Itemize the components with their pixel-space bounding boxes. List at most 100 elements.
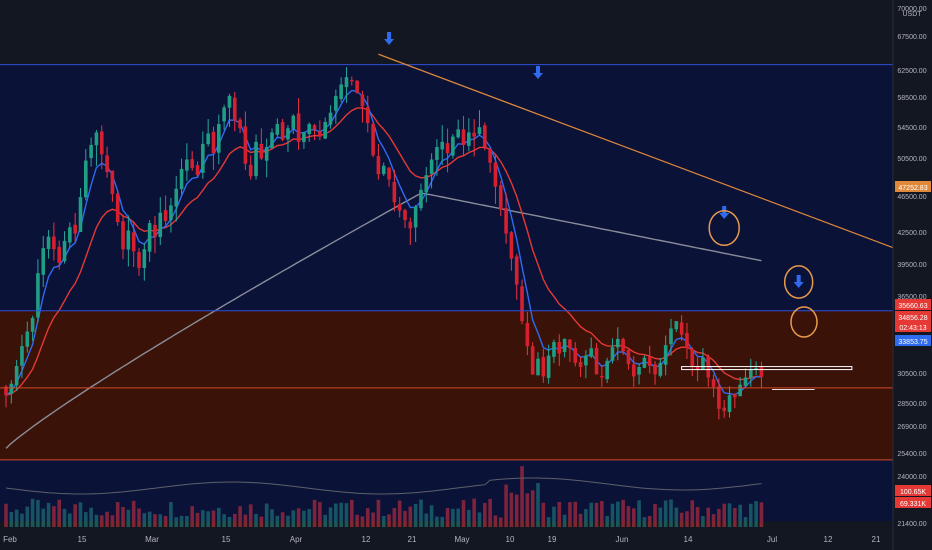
volume-bar — [498, 517, 503, 527]
candle — [451, 136, 455, 156]
candle — [4, 386, 8, 396]
candle — [30, 318, 35, 332]
volume-bar — [211, 510, 216, 527]
candle — [291, 115, 296, 129]
candle — [318, 131, 322, 137]
candle — [514, 256, 519, 285]
candle — [89, 144, 93, 159]
candle — [302, 132, 306, 142]
volume-bar — [541, 502, 546, 527]
volume-bar — [600, 501, 604, 527]
price-tag — [895, 497, 931, 508]
volume-bar — [387, 514, 391, 527]
price-axis-panel — [893, 0, 932, 550]
volume-bar — [504, 484, 508, 527]
volume-bar — [578, 513, 583, 527]
candle — [131, 232, 136, 252]
candle — [754, 368, 758, 370]
candle — [642, 357, 647, 368]
volume-bar — [350, 499, 354, 527]
candle — [541, 357, 546, 377]
candle — [238, 119, 242, 129]
candle — [589, 348, 593, 357]
volume-bar — [589, 502, 593, 527]
candle — [110, 170, 115, 194]
down-arrow-icon — [387, 32, 392, 39]
candle — [344, 77, 349, 88]
candle — [371, 124, 375, 156]
time-tick-label: 10 — [506, 535, 515, 544]
volume-bar — [456, 508, 460, 527]
indicator-lines — [5, 89, 762, 495]
candle — [392, 181, 397, 203]
candles[interactable] — [4, 67, 764, 420]
candle — [685, 332, 689, 349]
price-tick-label: 39500.00 — [897, 262, 926, 269]
volume-bar — [99, 515, 104, 527]
volume-bar — [115, 502, 120, 527]
candle — [631, 364, 636, 377]
price-tag — [895, 485, 931, 496]
volume-bar — [594, 502, 599, 527]
candle — [701, 357, 705, 370]
volume-bar — [30, 498, 35, 527]
candle — [669, 328, 673, 345]
candle — [296, 113, 301, 142]
candle — [483, 125, 487, 148]
price-tick-label: 54500.00 — [897, 125, 926, 132]
price-tag-label: 69.331K — [900, 501, 926, 508]
price-tick-label: 21400.00 — [897, 521, 926, 528]
candle — [578, 362, 583, 368]
candle — [387, 167, 391, 180]
price-tick-label: 42500.00 — [897, 230, 926, 237]
volume-bar — [94, 514, 99, 527]
volume-bar — [291, 510, 296, 527]
candle — [126, 230, 131, 250]
candle — [115, 193, 120, 223]
volume-bar — [126, 509, 131, 527]
candle — [68, 227, 72, 243]
volume-bar — [642, 517, 647, 527]
candle — [9, 383, 14, 394]
candle — [626, 349, 631, 364]
price-tags: 47252.83 35660.63 34856.28 02:43:13 33853.75… — [895, 181, 931, 508]
candle — [653, 364, 657, 375]
candle — [749, 369, 753, 378]
volume-bar — [631, 508, 636, 527]
volume-bar — [371, 512, 375, 527]
volume-bar — [435, 516, 439, 527]
volume-bar — [185, 516, 189, 527]
candle — [738, 384, 742, 397]
down-arrow-icon — [796, 275, 801, 282]
price-tick-label: 25400.00 — [897, 451, 926, 458]
candle — [280, 122, 285, 140]
down-arrow-icon — [536, 66, 540, 73]
price-tick-label: 50500.00 — [897, 156, 926, 163]
candle — [520, 286, 524, 322]
volume-bar — [509, 492, 514, 527]
price-tick-label: 67500.00 — [897, 34, 926, 41]
volume-bar — [238, 506, 242, 527]
volume-bar — [105, 511, 109, 527]
candle — [137, 252, 141, 268]
candle — [419, 189, 423, 209]
candle — [408, 221, 413, 229]
volume-bar — [376, 499, 381, 527]
volume-bar — [355, 514, 359, 527]
volume-bar — [451, 508, 455, 527]
volume-bar — [318, 502, 322, 527]
candle — [365, 107, 370, 124]
volume-bar — [312, 499, 317, 527]
volume-bar — [57, 499, 61, 527]
candle — [413, 206, 418, 228]
volume-bar — [514, 494, 519, 527]
candle — [286, 128, 290, 140]
volume-bar — [525, 493, 530, 527]
time-axis[interactable]: Feb 15 Mar 15 Apr 12 21 May 10 19 Jun 14 Jul 12 21 — [3, 535, 881, 544]
candle — [222, 107, 226, 122]
time-tick-label: 12 — [362, 535, 371, 544]
price-tick-label: 70000.00 — [897, 6, 926, 13]
candle — [190, 159, 194, 168]
candle — [600, 375, 604, 378]
